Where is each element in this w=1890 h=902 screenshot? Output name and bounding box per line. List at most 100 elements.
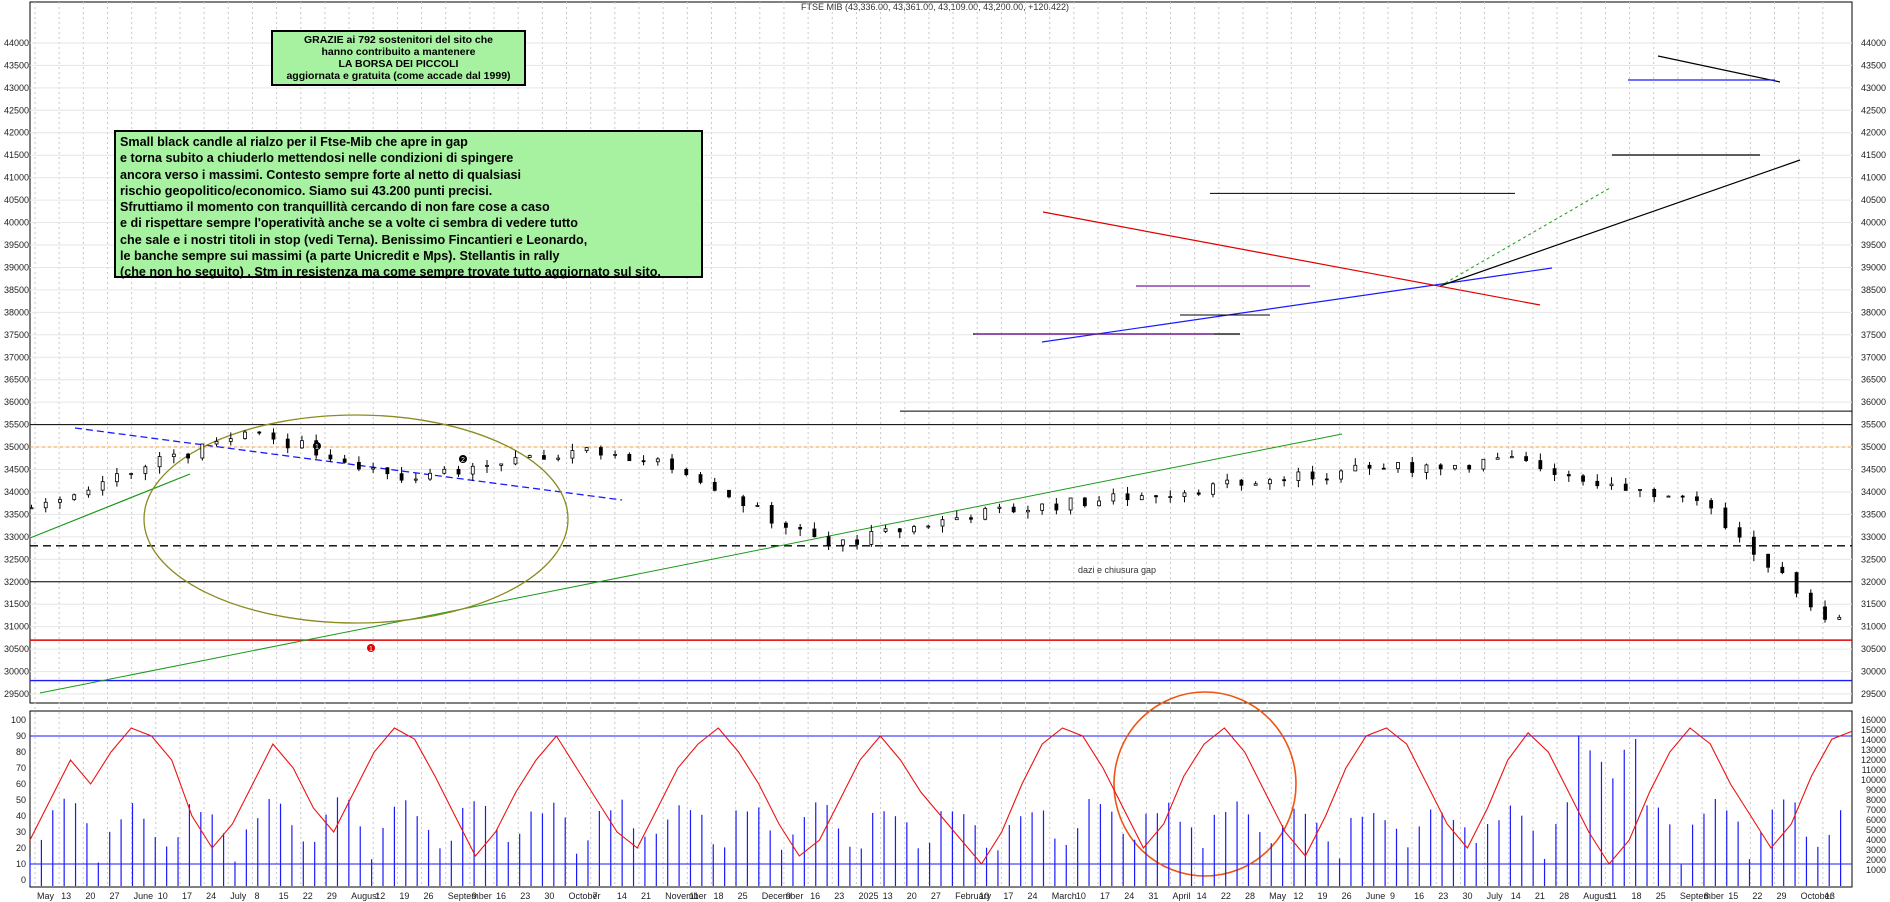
candle-body bbox=[1068, 497, 1073, 511]
candle-body bbox=[598, 447, 603, 456]
candle-body bbox=[1780, 566, 1785, 573]
volume-tick-label: 3000 bbox=[1866, 845, 1886, 855]
comment-line: le banche sempre sui massimi (a parte Un… bbox=[120, 249, 560, 264]
volume-tick-label: 14000 bbox=[1861, 735, 1886, 745]
x-tick-label: 22 bbox=[1752, 891, 1762, 901]
price-tick-label: 37000 bbox=[4, 352, 29, 362]
price-tick-label: 42000 bbox=[4, 128, 29, 138]
x-tick-label: 18 bbox=[713, 891, 723, 901]
volume-tick-label: 12000 bbox=[1861, 755, 1886, 765]
price-tick-label: 30500 bbox=[1861, 644, 1886, 654]
x-tick-label: October bbox=[569, 891, 601, 901]
candle-body bbox=[271, 432, 276, 440]
candle-body bbox=[1253, 483, 1258, 486]
price-tick-label: 31000 bbox=[4, 622, 29, 632]
x-tick-label: 26 bbox=[1342, 891, 1352, 901]
green-trendline bbox=[29, 473, 191, 539]
candle-body bbox=[556, 457, 561, 460]
price-tick-label: 43500 bbox=[4, 60, 29, 70]
candle-body bbox=[115, 473, 119, 483]
red-downtrend-line bbox=[1042, 211, 1541, 306]
x-tick-label: 9 bbox=[1390, 891, 1395, 901]
thanks-box: GRAZIE ai 792 sostenitori del sito che h… bbox=[271, 30, 526, 86]
candle-body bbox=[883, 528, 888, 532]
thanks-line: hanno contribuito a mantenere bbox=[321, 46, 476, 58]
candle-body bbox=[712, 481, 717, 491]
price-tick-label: 38000 bbox=[4, 307, 29, 317]
x-tick-label: 13 bbox=[1825, 891, 1835, 901]
x-tick-label: 22 bbox=[303, 891, 313, 901]
oscillator-series-line bbox=[29, 727, 1853, 865]
x-tick-label: 28 bbox=[1245, 891, 1255, 901]
candle-body bbox=[43, 501, 48, 509]
price-tick-label: 32000 bbox=[1861, 577, 1886, 587]
candle-body bbox=[1196, 492, 1201, 495]
comment-line: ancora verso i massimi. Contesto sempre … bbox=[120, 167, 522, 182]
volume-tick-label: 4000 bbox=[1866, 835, 1886, 845]
x-tick-label: 28 bbox=[1559, 891, 1569, 901]
thanks-line: aggiornata e gratuita (come accade dal 1… bbox=[286, 70, 511, 82]
price-tick-label: 36000 bbox=[4, 397, 29, 407]
oscillator-tick-label: 40 bbox=[16, 811, 26, 821]
candle-body bbox=[1054, 503, 1059, 511]
comment-line: rischio geopolitico/economico. Siamo sui… bbox=[120, 183, 493, 198]
candle-body bbox=[300, 440, 304, 449]
price-candles bbox=[29, 428, 1842, 623]
x-tick-label: December bbox=[762, 891, 804, 901]
oscillator-tick-label: 0 bbox=[21, 875, 26, 885]
candle-body bbox=[542, 455, 546, 460]
candle-body bbox=[1324, 478, 1329, 481]
comment-line: (che non ho seguito) , Stm in resistenza… bbox=[120, 265, 661, 280]
candle-body bbox=[584, 447, 589, 452]
candle-body bbox=[1310, 471, 1315, 480]
price-tick-label: 29500 bbox=[1861, 689, 1886, 699]
candle-body bbox=[1766, 553, 1770, 568]
candle-body bbox=[1595, 480, 1600, 487]
x-tick-label: 21 bbox=[1535, 891, 1545, 901]
x-tick-label: 27 bbox=[931, 891, 941, 901]
price-tick-label: 36500 bbox=[4, 375, 29, 385]
price-tick-label: 40000 bbox=[1861, 218, 1886, 228]
olive-ellipse bbox=[143, 414, 569, 624]
x-tick-label: 29 bbox=[327, 891, 337, 901]
price-tick-label: 44000 bbox=[4, 38, 29, 48]
price-tick-label: 39500 bbox=[1861, 240, 1886, 250]
candle-body bbox=[1154, 495, 1158, 498]
x-tick-label: 16 bbox=[1414, 891, 1424, 901]
candle-body bbox=[342, 458, 347, 463]
candle-body bbox=[328, 454, 333, 460]
candle-body bbox=[997, 506, 1002, 509]
candle-body bbox=[1638, 489, 1642, 491]
chart-title: FTSE MIB (43,336.00, 43,361.00, 43,109.0… bbox=[801, 2, 1069, 12]
x-tick-label: August bbox=[351, 891, 380, 901]
price-tick-label: 36500 bbox=[1861, 375, 1886, 385]
candle-body bbox=[100, 481, 105, 491]
candle-body bbox=[1139, 495, 1144, 501]
x-tick-label: August bbox=[1583, 891, 1612, 901]
volume-axis: 1000200030004000500060007000800090001000… bbox=[1861, 715, 1886, 875]
comment-line: Sfruttiamo il momento con tranquillità c… bbox=[120, 200, 550, 215]
x-tick-label: 12 bbox=[375, 891, 385, 901]
candle-body bbox=[954, 517, 959, 521]
x-tick-label: 12 bbox=[1293, 891, 1303, 901]
price-tick-label: 43500 bbox=[1861, 60, 1886, 70]
candle-body bbox=[983, 508, 988, 520]
candle-body bbox=[1353, 464, 1358, 472]
x-tick-label: 19 bbox=[1317, 891, 1327, 901]
volume-tick-label: 9000 bbox=[1866, 785, 1886, 795]
candle-body bbox=[1381, 467, 1386, 470]
price-tick-label: 40000 bbox=[4, 218, 29, 228]
candle-body bbox=[1097, 500, 1101, 507]
candle-body bbox=[228, 438, 233, 442]
candle-body bbox=[1524, 456, 1529, 461]
price-tick-label: 37500 bbox=[1861, 330, 1886, 340]
trendlines bbox=[29, 55, 1801, 877]
candle-body bbox=[1709, 500, 1714, 509]
oscillator-tick-label: 90 bbox=[16, 731, 26, 741]
candle-body bbox=[1837, 616, 1842, 620]
candle-body bbox=[29, 507, 34, 510]
candle-body bbox=[257, 431, 262, 434]
price-tick-label: 33000 bbox=[4, 532, 29, 542]
oscillator-line bbox=[29, 727, 1853, 865]
x-tick-label: 9 bbox=[472, 891, 477, 901]
